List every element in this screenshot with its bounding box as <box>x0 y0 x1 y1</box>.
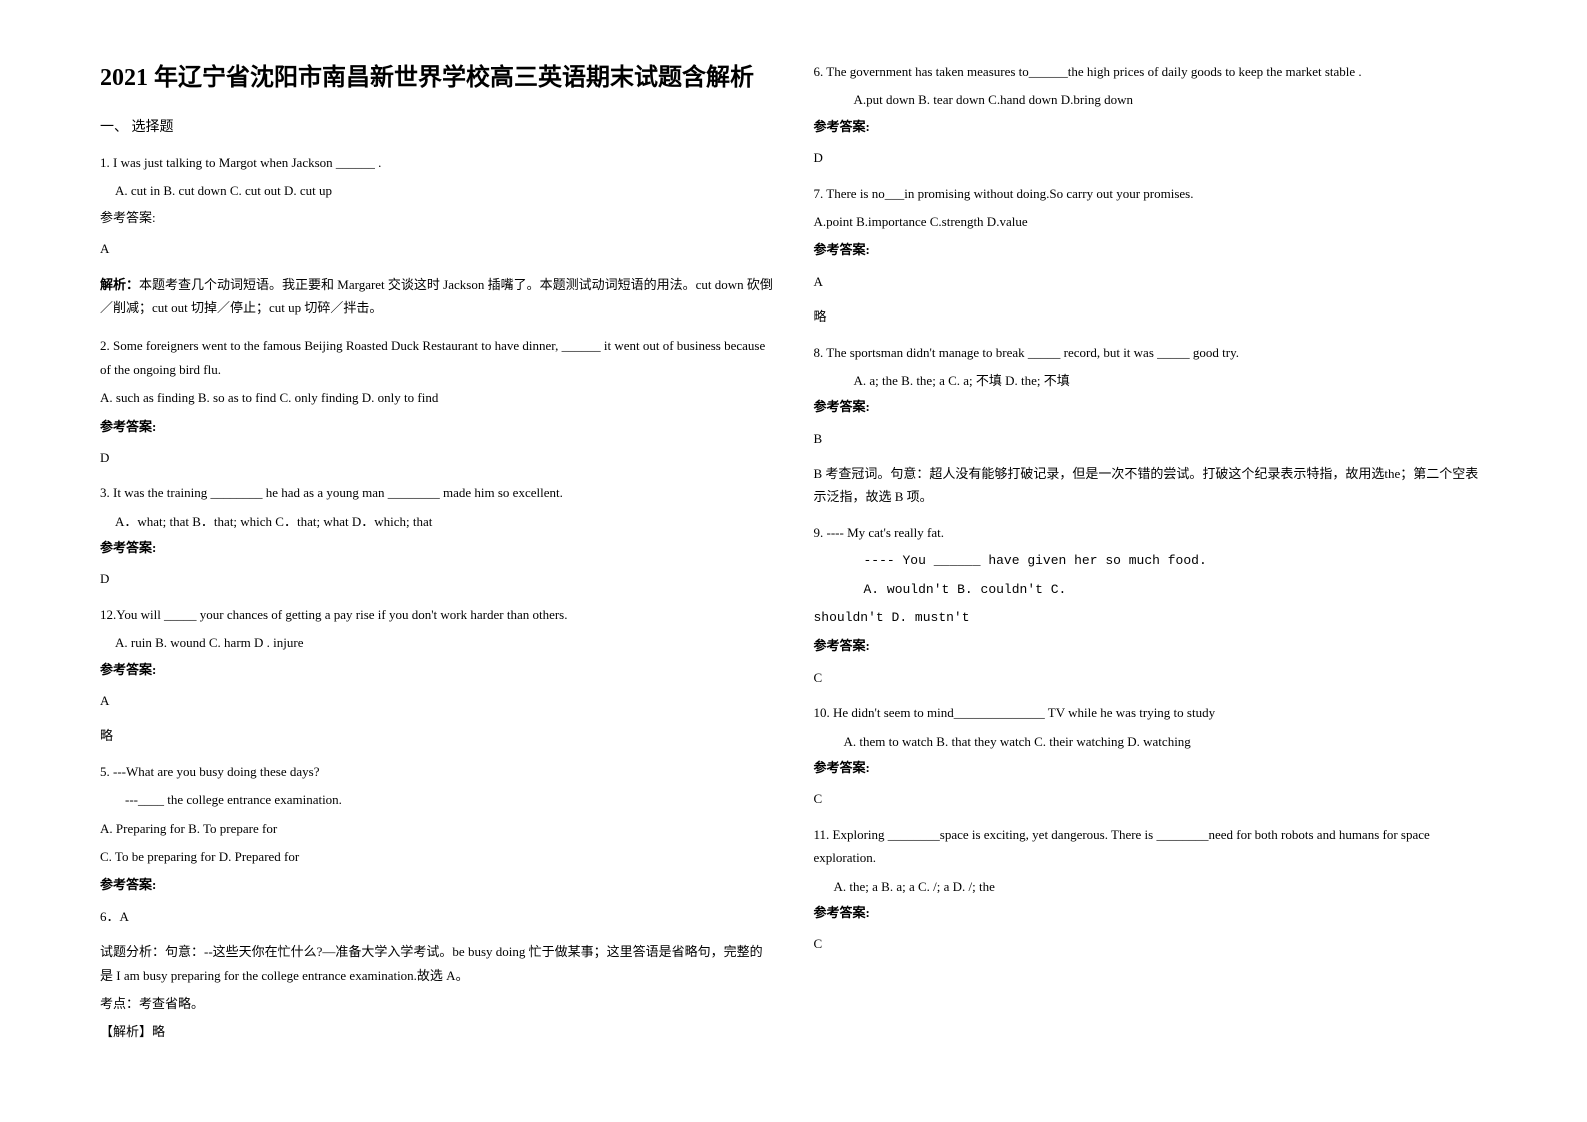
question-text: 3. It was the training ________ he had a… <box>100 481 774 504</box>
note: 略 <box>814 305 1488 328</box>
explanation-2: 考点：考查省略。 <box>100 992 774 1015</box>
question-options: A. a; the B. the; a C. a; 不填 D. the; 不填 <box>814 369 1488 392</box>
question-2: 2. Some foreigners went to the famous Be… <box>100 334 774 469</box>
question-options: A. the; a B. a; a C. /; a D. /; the <box>814 875 1488 898</box>
explanation-1: 试题分析：句意：--这些天你在忙什么?—准备大学入学考试。be busy doi… <box>100 940 774 987</box>
explanation-text: 本题考查几个动词短语。我正要和 Margaret 交谈这时 Jackson 插嘴… <box>100 277 773 315</box>
question-options-2: shouldn't D. mustn't <box>814 606 1488 629</box>
question-9: 9. ---- My cat's really fat. ---- You __… <box>814 521 1488 689</box>
answer-value: A <box>100 237 774 260</box>
question-5: 5. ---What are you busy doing these days… <box>100 760 774 1044</box>
answer-label: 参考答案: <box>814 901 1488 924</box>
question-options-1: A. Preparing for B. To prepare for <box>100 817 774 840</box>
answer-label: 参考答案: <box>814 756 1488 779</box>
answer-label: 参考答案: <box>100 415 774 438</box>
question-12: 12.You will _____ your chances of gettin… <box>100 603 774 748</box>
answer-label: 参考答案: <box>100 873 774 896</box>
question-options: A. cut in B. cut down C. cut out D. cut … <box>100 179 774 202</box>
answer-value: D <box>100 567 774 590</box>
answer-label: 参考答案: <box>814 238 1488 261</box>
question-options: A. ruin B. wound C. harm D . injure <box>100 631 774 654</box>
question-options: A.put down B. tear down C.hand down D.br… <box>814 88 1488 111</box>
section-heading: 一、 选择题 <box>100 116 774 136</box>
question-text: 6. The government has taken measures to_… <box>814 60 1488 83</box>
answer-value: C <box>814 787 1488 810</box>
question-7: 7. There is no___in promising without do… <box>814 182 1488 329</box>
answer-label: 参考答案: <box>814 634 1488 657</box>
explanation: 解析：本题考查几个动词短语。我正要和 Margaret 交谈这时 Jackson… <box>100 273 774 320</box>
question-text: 7. There is no___in promising without do… <box>814 182 1488 205</box>
note: 略 <box>100 724 774 747</box>
answer-value: 6．A <box>100 905 774 928</box>
answer-label: 参考答案: <box>100 658 774 681</box>
right-column: 6. The government has taken measures to_… <box>794 60 1508 1062</box>
answer-value: D <box>100 446 774 469</box>
answer-value: D <box>814 146 1488 169</box>
question-6: 6. The government has taken measures to_… <box>814 60 1488 170</box>
question-options: A. such as finding B. so as to find C. o… <box>100 386 774 409</box>
left-column: 2021 年辽宁省沈阳市南昌新世界学校高三英语期末试题含解析 一、 选择题 1.… <box>80 60 794 1062</box>
page-title: 2021 年辽宁省沈阳市南昌新世界学校高三英语期末试题含解析 <box>100 60 774 96</box>
answer-value: A <box>814 270 1488 293</box>
question-options: A．what; that B．that; which C．that; what … <box>100 510 774 533</box>
question-1: 1. I was just talking to Margot when Jac… <box>100 151 774 319</box>
answer-value: A <box>100 689 774 712</box>
question-text: 8. The sportsman didn't manage to break … <box>814 341 1488 364</box>
answer-label: 参考答案: <box>100 206 774 229</box>
question-text: 2. Some foreigners went to the famous Be… <box>100 334 774 381</box>
question-11: 11. Exploring ________space is exciting,… <box>814 823 1488 956</box>
answer-label: 参考答案: <box>814 395 1488 418</box>
answer-value: C <box>814 666 1488 689</box>
question-text: 5. ---What are you busy doing these days… <box>100 760 774 783</box>
explanation-3: 【解析】略 <box>100 1020 774 1043</box>
question-text-2: ---____ the college entrance examination… <box>100 788 774 811</box>
explanation: B 考查冠词。句意：超人没有能够打破记录，但是一次不错的尝试。打破这个纪录表示特… <box>814 462 1488 509</box>
question-text: 9. ---- My cat's really fat. <box>814 521 1488 544</box>
question-text: 11. Exploring ________space is exciting,… <box>814 823 1488 870</box>
answer-value: C <box>814 932 1488 955</box>
answer-label: 参考答案: <box>814 115 1488 138</box>
question-options-2: C. To be preparing for D. Prepared for <box>100 845 774 868</box>
question-text: 12.You will _____ your chances of gettin… <box>100 603 774 626</box>
answer-value: B <box>814 427 1488 450</box>
question-text: 10. He didn't seem to mind______________… <box>814 701 1488 724</box>
explanation-bold: 解析： <box>100 277 139 292</box>
question-options-1: A. wouldn't B. couldn't C. <box>814 578 1488 601</box>
question-text: 1. I was just talking to Margot when Jac… <box>100 151 774 174</box>
answer-label: 参考答案: <box>100 536 774 559</box>
question-options: A.point B.importance C.strength D.value <box>814 210 1488 233</box>
question-3: 3. It was the training ________ he had a… <box>100 481 774 591</box>
question-10: 10. He didn't seem to mind______________… <box>814 701 1488 811</box>
question-options: A. them to watch B. that they watch C. t… <box>814 730 1488 753</box>
question-8: 8. The sportsman didn't manage to break … <box>814 341 1488 509</box>
question-text-2: ---- You ______ have given her so much f… <box>814 549 1488 572</box>
